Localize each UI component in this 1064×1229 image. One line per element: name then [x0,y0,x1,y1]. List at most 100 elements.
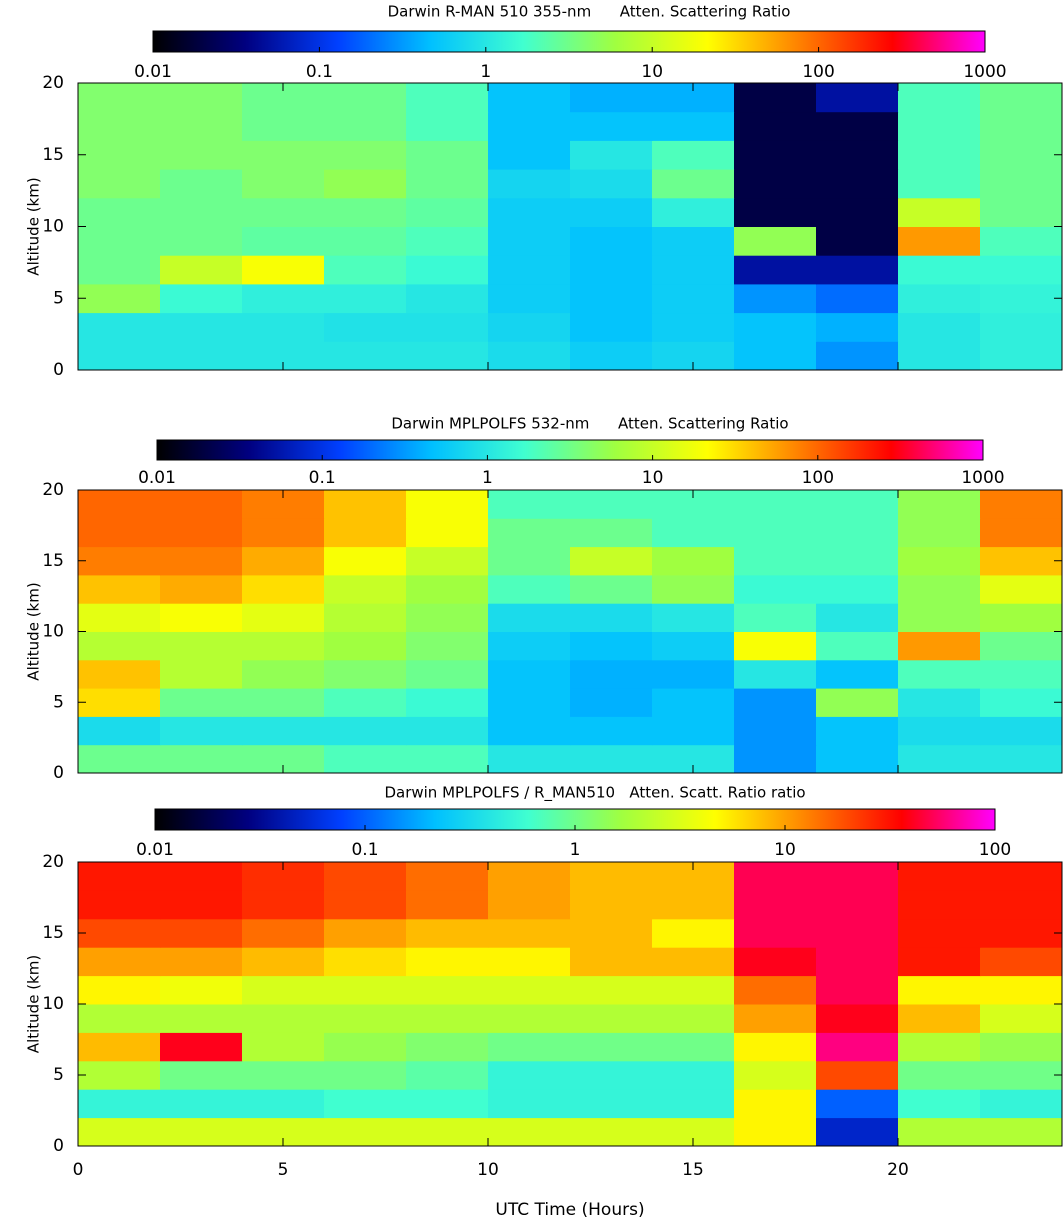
heatmap-cell [78,341,161,371]
heatmap-cell [898,1060,981,1090]
heatmap-cell [406,283,489,314]
heatmap-cell [570,1032,653,1062]
x-tick-label: 0 [73,1160,84,1180]
heatmap-cell [488,1117,571,1147]
x-tick-label: 20 [887,1160,909,1180]
heatmap-cell [78,140,161,170]
colorbar-tick-label: 0.1 [309,468,336,488]
heatmap-cell [816,255,899,285]
heatmap-cell [980,1032,1063,1062]
heatmap-cell [980,546,1063,576]
heatmap-cell [734,312,817,342]
heatmap-cell [406,975,489,1005]
heatmap-cell [570,169,653,199]
heatmap-cell [160,169,243,199]
heatmap-cell [160,546,243,576]
heatmap-cell [324,1032,407,1062]
heatmap-cell [488,574,571,604]
heatmap-cell [734,603,817,632]
heatmap-cell [816,862,899,891]
heatmap-cell [488,1060,571,1090]
heatmap-cell [570,255,653,285]
heatmap-cell [816,631,899,661]
heatmap-cell [816,1004,899,1033]
heatmap-cell [898,744,981,774]
heatmap-cell [242,140,325,170]
heatmap-cell [570,197,653,227]
heatmap-cell [652,1060,735,1090]
heatmap-cell [980,1117,1063,1147]
heatmap-cell [652,518,735,548]
heatmap-cell [78,603,161,632]
heatmap-cell [816,574,899,604]
heatmap-cell [78,1089,161,1119]
heatmap-cell [242,1060,325,1090]
heatmap-cell [980,975,1063,1005]
colorbar-tick-label: 1000 [963,62,1006,82]
heatmap-cell [406,1004,489,1033]
heatmap-cell [734,111,817,141]
heatmap-cell [406,890,489,920]
heatmap-cell [488,975,571,1005]
heatmap-cell [980,744,1063,774]
y-tick-label: 20 [42,73,64,93]
heatmap-cell [242,111,325,141]
heatmap-cell [980,890,1063,920]
heatmap-cell [652,688,735,717]
y-tick-label: 20 [42,480,64,500]
heatmap-cell [324,169,407,199]
heatmap-cell [78,226,161,256]
heatmap-cell [652,169,735,199]
heatmap-cell [324,312,407,342]
heatmap-cell [160,226,243,256]
heatmap-cell [652,140,735,170]
heatmap-cell [488,169,571,199]
heatmap-cell [734,226,817,256]
heatmap-cell [898,83,981,113]
y-tick-label: 0 [53,763,64,783]
colorbar-tick-label: 1 [480,62,491,82]
heatmap-cell [652,918,735,948]
colorbar-tick-label: 10 [642,468,664,488]
heatmap-cell [980,490,1063,519]
heatmap-cell [898,862,981,891]
heatmap-cell [160,918,243,948]
heatmap-cell [816,688,899,717]
heatmap-cell [898,546,981,576]
y-axis-label: Altitude (km) [25,177,43,275]
heatmap-cell [78,744,161,774]
heatmap-cell [898,975,981,1005]
heatmap-cell [160,1117,243,1147]
heatmap-cell [898,603,981,632]
heatmap-cell [652,947,735,977]
heatmap-cell [242,688,325,717]
heatmap-cell [816,226,899,256]
heatmap-cell [324,1060,407,1090]
heatmap-cell [78,716,161,746]
heatmap-cell [324,744,407,774]
heatmap-cell [898,283,981,314]
heatmap-cell [898,197,981,227]
heatmap-cell [734,1032,817,1062]
heatmap-cell [78,659,161,689]
heatmap-cell [816,518,899,548]
heatmap-cell [898,918,981,948]
y-tick-label: 20 [42,852,64,872]
heatmap-cell [324,659,407,689]
heatmap-cell [570,716,653,746]
heatmap-cell [570,546,653,576]
heatmap-cell [78,83,161,113]
heatmap-cell [324,546,407,576]
heatmap-cell [488,490,571,519]
heatmap-cell [406,312,489,342]
heatmap-cell [816,1117,899,1147]
heatmap-cell [652,603,735,632]
heatmap-cell [78,890,161,920]
heatmap-cell [980,283,1063,314]
heatmap-cell [406,518,489,548]
heatmap-cell [160,1060,243,1090]
heatmap-cell [980,918,1063,948]
heatmap-cell [816,716,899,746]
heatmap-cell [488,659,571,689]
heatmap-cell [734,918,817,948]
